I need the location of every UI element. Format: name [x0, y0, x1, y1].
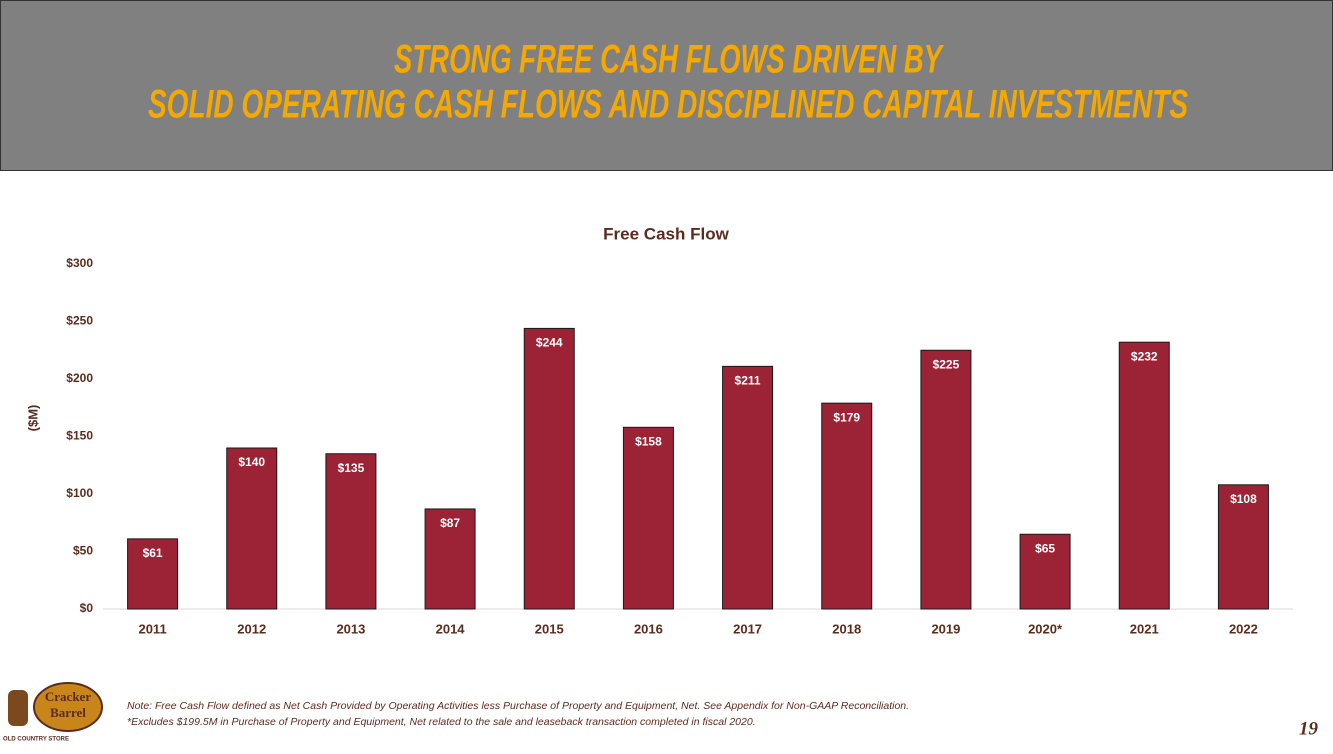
header-band: [0, 0, 1333, 171]
y-axis-label: ($M): [25, 405, 40, 432]
x-tick-label: 2018: [832, 621, 861, 636]
data-label: $140: [238, 455, 265, 469]
footnote: Note: Free Cash Flow defined as Net Cash…: [127, 700, 909, 712]
bar: [1019, 533, 1071, 610]
y-tick-label: $250: [66, 314, 93, 328]
x-tick-label: 2016: [634, 621, 663, 636]
y-tick-label: $100: [66, 486, 93, 500]
x-tick-label: 2011: [138, 621, 166, 636]
x-tick-label: 2012: [237, 621, 266, 636]
y-tick-label: $150: [66, 429, 93, 443]
title-line: SOLID OPERATING CASH FLOWS AND DISCIPLIN…: [148, 83, 1188, 127]
bar: [722, 365, 774, 610]
data-label: $135: [338, 461, 365, 475]
bar: [226, 447, 278, 610]
data-label: $158: [635, 434, 662, 448]
x-tick-label: 2020*: [1028, 621, 1063, 636]
y-tick-label: $200: [66, 371, 93, 385]
data-label: $179: [833, 410, 860, 424]
bar: [622, 426, 674, 610]
y-tick-label: $300: [66, 256, 93, 270]
x-tick-label: 2015: [535, 621, 564, 636]
data-label: $65: [1035, 541, 1055, 555]
logo-badge: [33, 682, 103, 732]
page-number: 19: [1299, 718, 1319, 739]
bar: [523, 327, 575, 610]
y-tick-label: $50: [73, 544, 93, 558]
data-label: $211: [735, 374, 761, 388]
x-tick-label: 2013: [336, 621, 365, 636]
title-line: STRONG FREE CASH FLOWS DRIVEN BY: [394, 38, 944, 82]
bar: [920, 349, 972, 610]
x-tick-label: 2019: [931, 621, 960, 636]
bar: [1118, 341, 1170, 610]
x-tick-label: 2022: [1229, 621, 1258, 636]
bar: [424, 508, 476, 610]
bar: [127, 538, 179, 610]
data-label: $87: [440, 516, 460, 530]
data-label: $244: [536, 336, 563, 350]
data-label: $61: [143, 546, 163, 560]
data-label: $108: [1230, 492, 1257, 506]
x-tick-label: 2017: [733, 621, 762, 636]
logo: Cracker Barrel OLD COUNTRY STORE: [3, 682, 103, 743]
x-tick-label: 2021: [1130, 621, 1159, 636]
bar: [325, 453, 377, 610]
logo-tagline: OLD COUNTRY STORE: [3, 737, 69, 743]
chart-title: Free Cash Flow: [603, 224, 729, 243]
y-tick-label: $0: [80, 601, 94, 615]
x-tick-label: 2014: [436, 621, 466, 636]
data-label: $225: [933, 357, 960, 371]
logo-text: Barrel: [50, 705, 86, 720]
footnote: *Excludes $199.5M in Purchase of Propert…: [127, 716, 756, 728]
bar: [821, 402, 873, 610]
data-label: $232: [1131, 349, 1158, 363]
logo-barrel: [8, 690, 28, 726]
logo-text: Cracker: [45, 689, 91, 704]
bar: [1217, 484, 1269, 610]
